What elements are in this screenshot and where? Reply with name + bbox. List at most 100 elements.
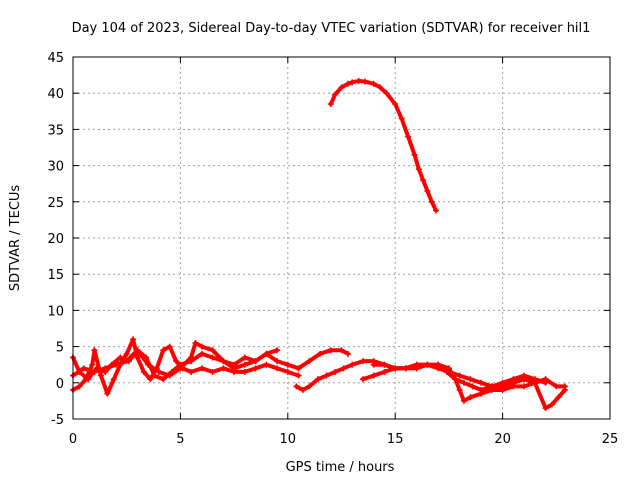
data-point [521,376,528,383]
data-point [359,376,366,383]
data-point [252,358,259,365]
data-point [460,379,467,386]
data-point [428,198,435,205]
data-point [355,77,362,84]
data-point [123,358,130,365]
x-tick-label: 25 [602,432,619,447]
y-tick-label: -5 [51,413,64,428]
data-point [323,372,330,379]
data-point [134,347,141,354]
data-point [198,343,205,350]
data-point [542,405,549,412]
data-point [166,343,173,350]
data-point [469,383,476,390]
data-point [521,383,528,390]
data-point [241,354,248,361]
x-tick-label: 20 [494,432,511,447]
data-point [405,133,412,140]
data-point [209,368,216,375]
data-point [284,361,291,368]
data-point [97,372,104,379]
data-point [424,361,431,368]
data-point [499,383,506,390]
data-point [263,361,270,368]
data-point [241,361,248,368]
data-point [177,365,184,372]
data-point [359,358,366,365]
data-point [220,365,227,372]
data-point [263,350,270,357]
data-point [340,365,347,372]
y-tick-label: 0 [56,377,64,392]
data-point [317,350,324,357]
data-point [192,339,199,346]
data-point [76,383,83,390]
data-point [295,365,302,372]
data-point [370,361,377,368]
data-point [435,365,442,372]
data-point [134,354,141,361]
y-axis-label: SDTVAR / TECUs [8,185,23,292]
data-series [70,77,568,412]
data-point [80,365,87,372]
data-point [110,376,117,383]
data-point [381,361,388,368]
data-point [349,361,356,368]
data-point [151,372,158,379]
data-point [478,390,485,397]
y-tick-label: 45 [47,51,64,66]
data-point [510,379,517,386]
data-point [415,166,422,173]
data-point [198,350,205,357]
x-tick-label: 15 [387,432,404,447]
y-tick-label: 10 [47,304,64,319]
data-point [91,368,98,375]
data-point [413,365,420,372]
data-point [147,376,154,383]
y-tick-label: 15 [47,268,64,283]
data-point [284,368,291,375]
y-tick-label: 35 [47,123,64,138]
data-point [344,80,351,87]
data-point [467,394,474,401]
data-point [478,379,485,386]
data-point [488,383,495,390]
y-tick-label: 40 [47,87,64,102]
data-point [314,376,321,383]
data-point [561,387,568,394]
data-point [383,90,390,97]
data-point [460,397,467,404]
data-point [241,368,248,375]
x-tick-label: 5 [176,432,184,447]
data-point [398,115,405,122]
data-point [370,80,377,87]
data-point [274,347,281,354]
data-point [188,354,195,361]
data-point [102,365,109,372]
plot-frame [72,56,611,420]
data-point [344,350,351,357]
data-point [338,84,345,91]
data-point [362,78,369,85]
data-point [377,84,384,91]
grid [73,57,610,419]
data-point [209,347,216,354]
x-axis-label: GPS time / hours [286,460,395,475]
data-point [332,368,339,375]
data-point [456,387,463,394]
data-point [188,368,195,375]
data-point [392,101,399,108]
data-point [123,350,130,357]
y-tick-label: 5 [56,341,64,356]
data-point [306,358,313,365]
data-point [349,79,356,86]
data-point [160,376,167,383]
data-point [456,372,463,379]
data-point [231,365,238,372]
data-point [252,365,259,372]
series-high-arc [328,78,438,213]
data-point [452,376,459,383]
chart-title: Day 104 of 2023, Sidereal Day-to-day VTE… [72,21,591,36]
data-point [445,368,452,375]
data-point [338,347,345,354]
